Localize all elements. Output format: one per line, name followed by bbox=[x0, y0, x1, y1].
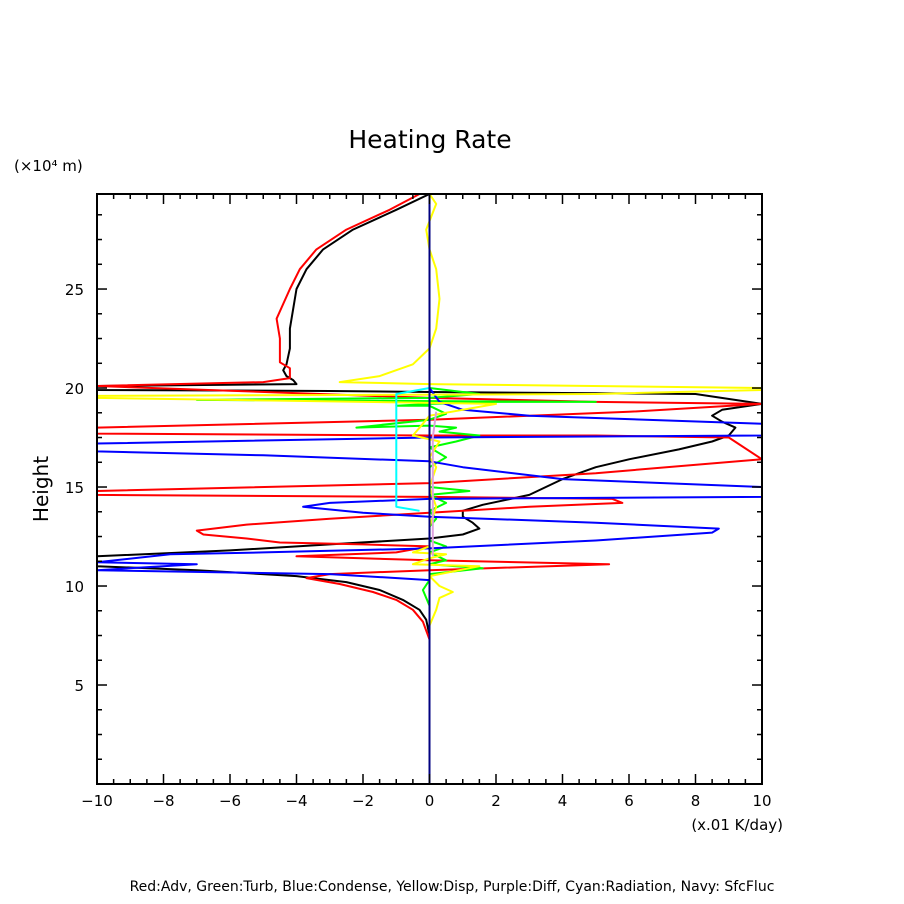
x-tick-label: 0 bbox=[425, 792, 435, 810]
y-unit-label: (×10⁴ m) bbox=[14, 157, 83, 175]
series-radiation bbox=[395, 387, 430, 512]
series-layer bbox=[97, 194, 762, 784]
x-tick-label: 8 bbox=[691, 792, 701, 810]
x-tick-label: −6 bbox=[219, 792, 241, 810]
series-disp bbox=[97, 194, 762, 642]
x-tick-label: 2 bbox=[491, 792, 501, 810]
y-tick-label: 5 bbox=[74, 677, 84, 695]
x-tick-label: −10 bbox=[81, 792, 113, 810]
x-tick-label: 10 bbox=[752, 792, 771, 810]
series-adv bbox=[97, 194, 762, 640]
series-condense bbox=[97, 387, 762, 582]
y-tick-label: 20 bbox=[65, 380, 84, 398]
x-tick-label: 4 bbox=[558, 792, 568, 810]
y-axis-title: Height bbox=[29, 456, 53, 522]
chart-title: Heating Rate bbox=[348, 125, 511, 154]
y-tick-label: 10 bbox=[65, 578, 84, 596]
y-tick-label: 25 bbox=[65, 281, 84, 299]
y-tick-label: 15 bbox=[65, 479, 84, 497]
x-tick-labels: −10 −8 −6 −4 −2 0 2 4 6 8 10 bbox=[81, 792, 771, 810]
y-tick-labels: 5 10 15 20 25 bbox=[65, 281, 84, 695]
legend-text: Red:Adv, Green:Turb, Blue:Condense, Yell… bbox=[130, 879, 775, 895]
x-tick-label: 6 bbox=[624, 792, 634, 810]
x-tick-label: −4 bbox=[285, 792, 307, 810]
x-tick-label: −2 bbox=[352, 792, 374, 810]
series-total bbox=[97, 194, 762, 636]
axes-layer bbox=[96, 193, 763, 785]
x-unit-label: (x.01 K/day) bbox=[691, 816, 783, 834]
x-tick-label: −8 bbox=[152, 792, 174, 810]
series-diff bbox=[431, 411, 438, 557]
